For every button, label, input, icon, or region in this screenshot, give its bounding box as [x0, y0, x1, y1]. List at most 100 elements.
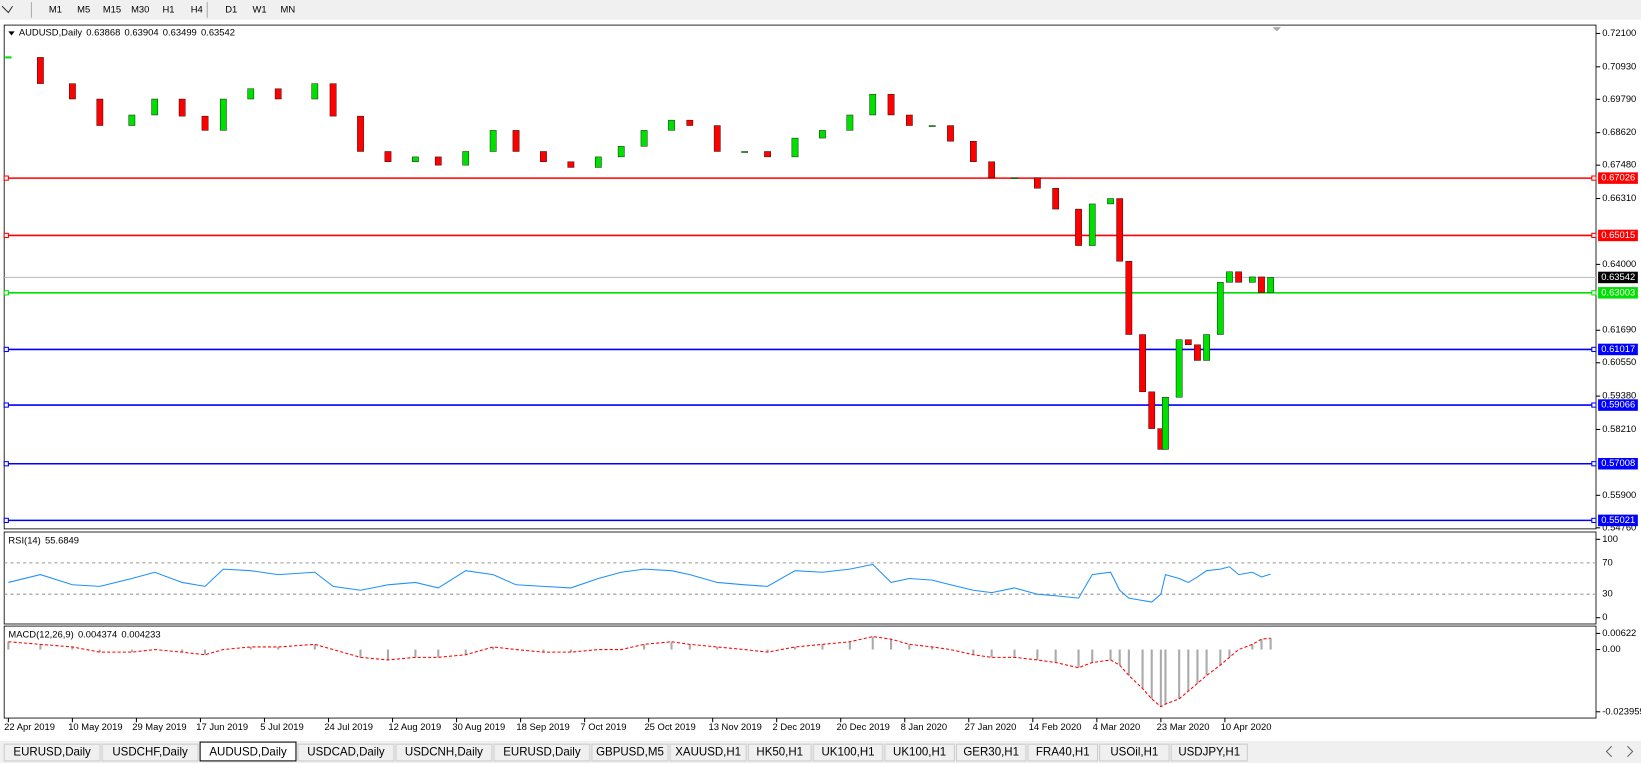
level-anchor[interactable] — [1591, 461, 1597, 467]
tab-bg — [199, 741, 297, 762]
x-tick-label: 23 Mar 2020 — [1157, 721, 1210, 732]
x-tick-label: 8 Jan 2020 — [901, 721, 948, 732]
level-anchor[interactable] — [1591, 232, 1597, 239]
candle — [69, 83, 76, 100]
candle — [128, 114, 136, 126]
candle — [1203, 334, 1210, 361]
tab[interactable]: GER30,H1 — [955, 743, 1027, 762]
timeframe-button[interactable]: W1 — [252, 3, 266, 14]
candle — [1226, 271, 1233, 283]
x-tick-label: 30 Aug 2019 — [452, 721, 505, 732]
level-anchor[interactable] — [3, 175, 9, 181]
candle — [741, 151, 749, 153]
tab-label[interactable]: UK100,H1 — [893, 747, 946, 759]
candle — [1116, 198, 1124, 262]
candle — [869, 93, 877, 116]
tab-bg — [1170, 743, 1248, 762]
timeframe-button[interactable]: H4 — [191, 3, 203, 14]
tab-label[interactable]: USDCAD,Daily — [307, 747, 385, 759]
tab-bg — [669, 743, 747, 762]
candle — [1267, 277, 1274, 293]
level-anchor[interactable] — [3, 232, 9, 239]
level-anchor[interactable] — [1591, 517, 1597, 524]
y-tick-label: 0.68620 — [1602, 126, 1636, 137]
tab[interactable]: GBPUSD,M5 — [591, 743, 669, 762]
x-tick-label: 5 Jul 2019 — [260, 721, 303, 732]
tab[interactable]: USDCAD,Daily — [297, 743, 395, 762]
tab-label[interactable]: HK50,H1 — [756, 747, 803, 759]
timeframe-button[interactable]: H1 — [162, 3, 174, 14]
level-anchor[interactable] — [3, 517, 9, 524]
tab-scroll[interactable] — [1605, 745, 1634, 758]
timeframe-button[interactable]: M15 — [103, 3, 121, 14]
tab-label[interactable]: GBPUSD,M5 — [596, 747, 664, 759]
timeframe-button[interactable]: M5 — [77, 3, 90, 14]
tab-bg — [297, 743, 395, 762]
bid-label-bg — [1598, 271, 1638, 284]
tab[interactable]: FRA40,H1 — [1027, 743, 1099, 762]
candle — [384, 151, 392, 162]
candle — [434, 156, 442, 166]
candle — [764, 151, 771, 158]
macd-main: 0.004374 — [78, 629, 117, 640]
tab-label[interactable]: EURUSD,Daily — [503, 747, 581, 759]
candle — [791, 137, 799, 158]
candle — [1075, 208, 1082, 246]
level-anchor[interactable] — [1591, 402, 1597, 408]
collapse-arrow[interactable] — [8, 31, 15, 36]
level-label: 0.61017 — [1601, 343, 1635, 354]
tab-label[interactable]: FRA40,H1 — [1036, 747, 1090, 759]
level-anchor[interactable] — [3, 290, 9, 296]
y-tick-label: 0.54760 — [1602, 521, 1636, 532]
tab-label[interactable]: GER30,H1 — [963, 747, 1019, 759]
tab[interactable]: USOil,H1 — [1099, 743, 1170, 762]
candle — [540, 151, 547, 162]
tab[interactable]: EURUSD,Daily — [3, 743, 101, 762]
tab[interactable]: EURUSD,Daily — [493, 743, 591, 762]
x-tick-label: 20 Dec 2019 — [837, 721, 890, 732]
timeframe-button[interactable]: D1 — [225, 3, 237, 14]
tab-bg — [395, 743, 493, 762]
y-tick-label: 0.60550 — [1602, 356, 1636, 367]
timeframe-button[interactable]: M30 — [131, 3, 149, 14]
tab-label[interactable]: UK100,H1 — [821, 747, 874, 759]
candle — [1175, 339, 1183, 398]
tab[interactable]: UK100,H1 — [812, 743, 884, 762]
rsi-header: RSI(14) 55.6849 — [8, 535, 79, 546]
level-anchor[interactable] — [3, 346, 9, 353]
y-tick-label: 0.64000 — [1602, 258, 1636, 269]
tab-label[interactable]: AUDUSD,Daily — [209, 747, 287, 759]
tab[interactable]: XAUUSD,H1 — [669, 743, 747, 762]
tab-label[interactable]: USDCNH,Daily — [405, 747, 483, 759]
level-label: 0.65015 — [1601, 229, 1635, 240]
candle — [887, 93, 895, 116]
x-tick-label: 27 Jan 2020 — [965, 721, 1017, 732]
x-tick-label: 29 May 2019 — [132, 721, 186, 732]
tab-bg — [812, 743, 884, 762]
tab[interactable]: USDJPY,H1 — [1170, 743, 1248, 762]
y-tick-label: 0.66310 — [1602, 192, 1636, 203]
tab-label[interactable]: EURUSD,Daily — [13, 747, 91, 759]
tab[interactable]: USDCNH,Daily — [395, 743, 493, 762]
level-anchor[interactable] — [1591, 346, 1597, 353]
level-anchor[interactable] — [1591, 290, 1597, 296]
timeframe-button[interactable]: M1 — [49, 3, 62, 14]
y-tick-label: 0.55900 — [1602, 489, 1636, 500]
level-anchor[interactable] — [1591, 175, 1597, 181]
tab-label[interactable]: USDJPY,H1 — [1178, 747, 1240, 759]
tab-label[interactable]: USOil,H1 — [1110, 747, 1158, 759]
level-anchor[interactable] — [3, 461, 9, 467]
tab[interactable]: UK100,H1 — [884, 743, 955, 762]
tab[interactable]: USDCHF,Daily — [101, 743, 199, 762]
tab-bg — [493, 743, 591, 762]
y-tick-label: 0.67480 — [1602, 159, 1636, 170]
candle — [1148, 391, 1156, 429]
tab[interactable]: AUDUSD,Daily — [199, 741, 297, 762]
level-anchor[interactable] — [3, 402, 9, 408]
x-tick-label: 12 Aug 2019 — [388, 721, 441, 732]
tab-label[interactable]: USDCHF,Daily — [112, 747, 188, 759]
tab-label[interactable]: XAUUSD,H1 — [675, 747, 741, 759]
tab[interactable]: HK50,H1 — [747, 743, 812, 762]
timeframe-button[interactable]: MN — [280, 3, 295, 14]
